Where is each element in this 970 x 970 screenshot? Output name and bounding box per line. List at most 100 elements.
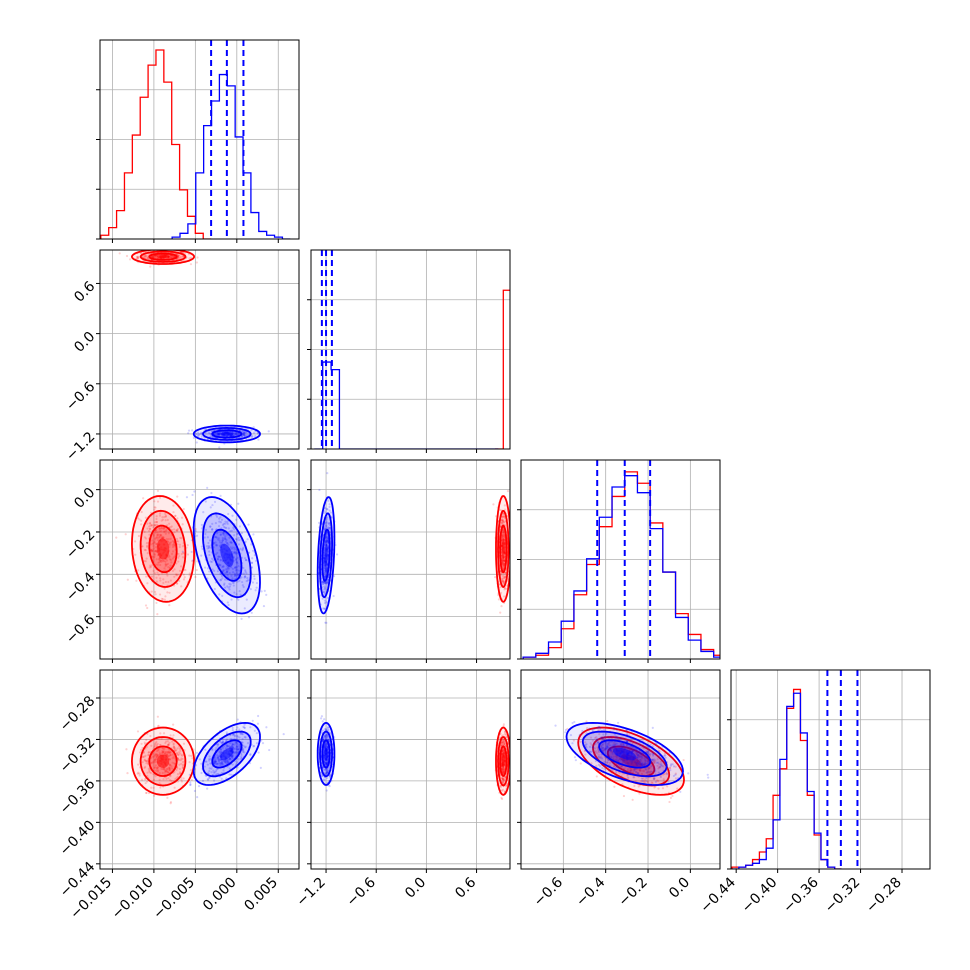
scatter-point	[152, 760, 155, 763]
scatter-point	[225, 571, 228, 574]
scatter-point	[144, 549, 147, 552]
x-tick-label: −0.010	[109, 875, 157, 923]
scatter-point	[154, 254, 157, 258]
scatter-point	[154, 549, 157, 552]
scatter-point	[225, 738, 229, 741]
scatter-point	[503, 743, 506, 746]
scatter-point	[609, 744, 612, 747]
scatter-point	[156, 523, 159, 526]
scatter-point	[216, 558, 220, 561]
scatter-point	[503, 778, 506, 781]
scatter-point	[492, 503, 495, 506]
scatter-point	[168, 757, 171, 761]
scatter-point	[226, 761, 230, 764]
scatter-point	[177, 753, 180, 756]
scatter-point	[196, 433, 199, 436]
scatter-point	[167, 751, 170, 754]
scatter-point	[148, 771, 151, 774]
scatter-point	[637, 785, 640, 788]
scatter-point	[172, 742, 175, 745]
scatter-point	[226, 542, 229, 545]
scatter-point	[169, 558, 173, 562]
scatter-point	[168, 769, 172, 772]
scatter-point	[156, 538, 160, 542]
scatter-point	[155, 769, 158, 772]
scatter-point	[147, 750, 151, 754]
scatter-point	[162, 768, 165, 771]
scatter-point	[324, 524, 327, 528]
contour-line	[497, 736, 510, 787]
scatter-point	[154, 775, 157, 778]
scatter-point	[154, 593, 157, 596]
scatter-point	[177, 255, 180, 258]
scatter-point	[214, 760, 217, 763]
scatter-point	[325, 761, 328, 765]
scatter-point	[223, 583, 226, 586]
scatter-point	[326, 580, 329, 584]
scatter-point	[155, 543, 158, 546]
scatter-point	[224, 522, 227, 525]
scatter-point	[153, 745, 156, 749]
scatter-point	[159, 534, 162, 537]
scatter-point	[246, 576, 249, 580]
scatter-point	[238, 728, 241, 731]
scatter-point	[216, 570, 219, 573]
scatter-point	[140, 778, 144, 781]
scatter-point	[674, 765, 677, 768]
scatter-point	[170, 552, 174, 555]
scatter-point	[155, 542, 158, 545]
scatter-point	[501, 559, 504, 562]
scatter-point	[152, 755, 156, 758]
scatter-point	[645, 771, 648, 774]
scatter-point	[229, 529, 232, 533]
scatter-point	[659, 757, 662, 760]
scatter-point	[214, 543, 218, 546]
scatter-point	[159, 563, 162, 567]
scatter-point	[125, 254, 129, 258]
scatter-point	[158, 496, 162, 499]
scatter-point	[638, 768, 641, 771]
scatter-point	[166, 744, 170, 747]
scatter-point	[631, 771, 634, 774]
scatter-point	[144, 560, 147, 563]
scatter-point	[195, 534, 199, 537]
density-fill	[324, 747, 328, 761]
scatter-point	[154, 754, 157, 757]
scatter-point	[235, 734, 239, 738]
scatter-point	[208, 755, 211, 758]
scatter-point	[233, 752, 237, 755]
scatter-point	[175, 582, 179, 585]
scatter-point	[191, 429, 194, 432]
scatter-point	[325, 524, 328, 527]
scatter-point	[172, 504, 175, 507]
scatter-panel-3-2: −0.6 −0.4 −0.2 0.0	[517, 669, 721, 910]
scatter-point	[233, 433, 237, 436]
scatter-point	[323, 759, 326, 762]
scatter-point	[629, 768, 632, 772]
scatter-point	[207, 546, 210, 550]
contour-line	[148, 745, 178, 777]
scatter-point	[227, 512, 230, 516]
scatter-point	[176, 747, 179, 750]
scatter-point	[168, 541, 171, 545]
scatter-point	[151, 539, 154, 542]
scatter-point	[674, 777, 677, 780]
scatter-point	[167, 743, 171, 746]
scatter-point	[161, 598, 164, 601]
y-tick-label: 0.0	[71, 485, 98, 512]
scatter-point	[173, 786, 176, 789]
scatter-point	[198, 758, 201, 761]
scatter-point	[263, 589, 266, 592]
scatter-point	[610, 751, 613, 754]
scatter-point	[610, 750, 613, 753]
scatter-point	[501, 579, 505, 582]
scatter-point	[228, 536, 231, 539]
scatter-point	[671, 763, 674, 766]
scatter-point	[237, 747, 240, 750]
scatter-point	[156, 534, 159, 537]
scatter-point	[149, 565, 153, 568]
scatter-point	[165, 563, 168, 566]
scatter-point	[584, 753, 587, 756]
scatter-point	[321, 739, 324, 743]
scatter-point	[155, 756, 158, 759]
